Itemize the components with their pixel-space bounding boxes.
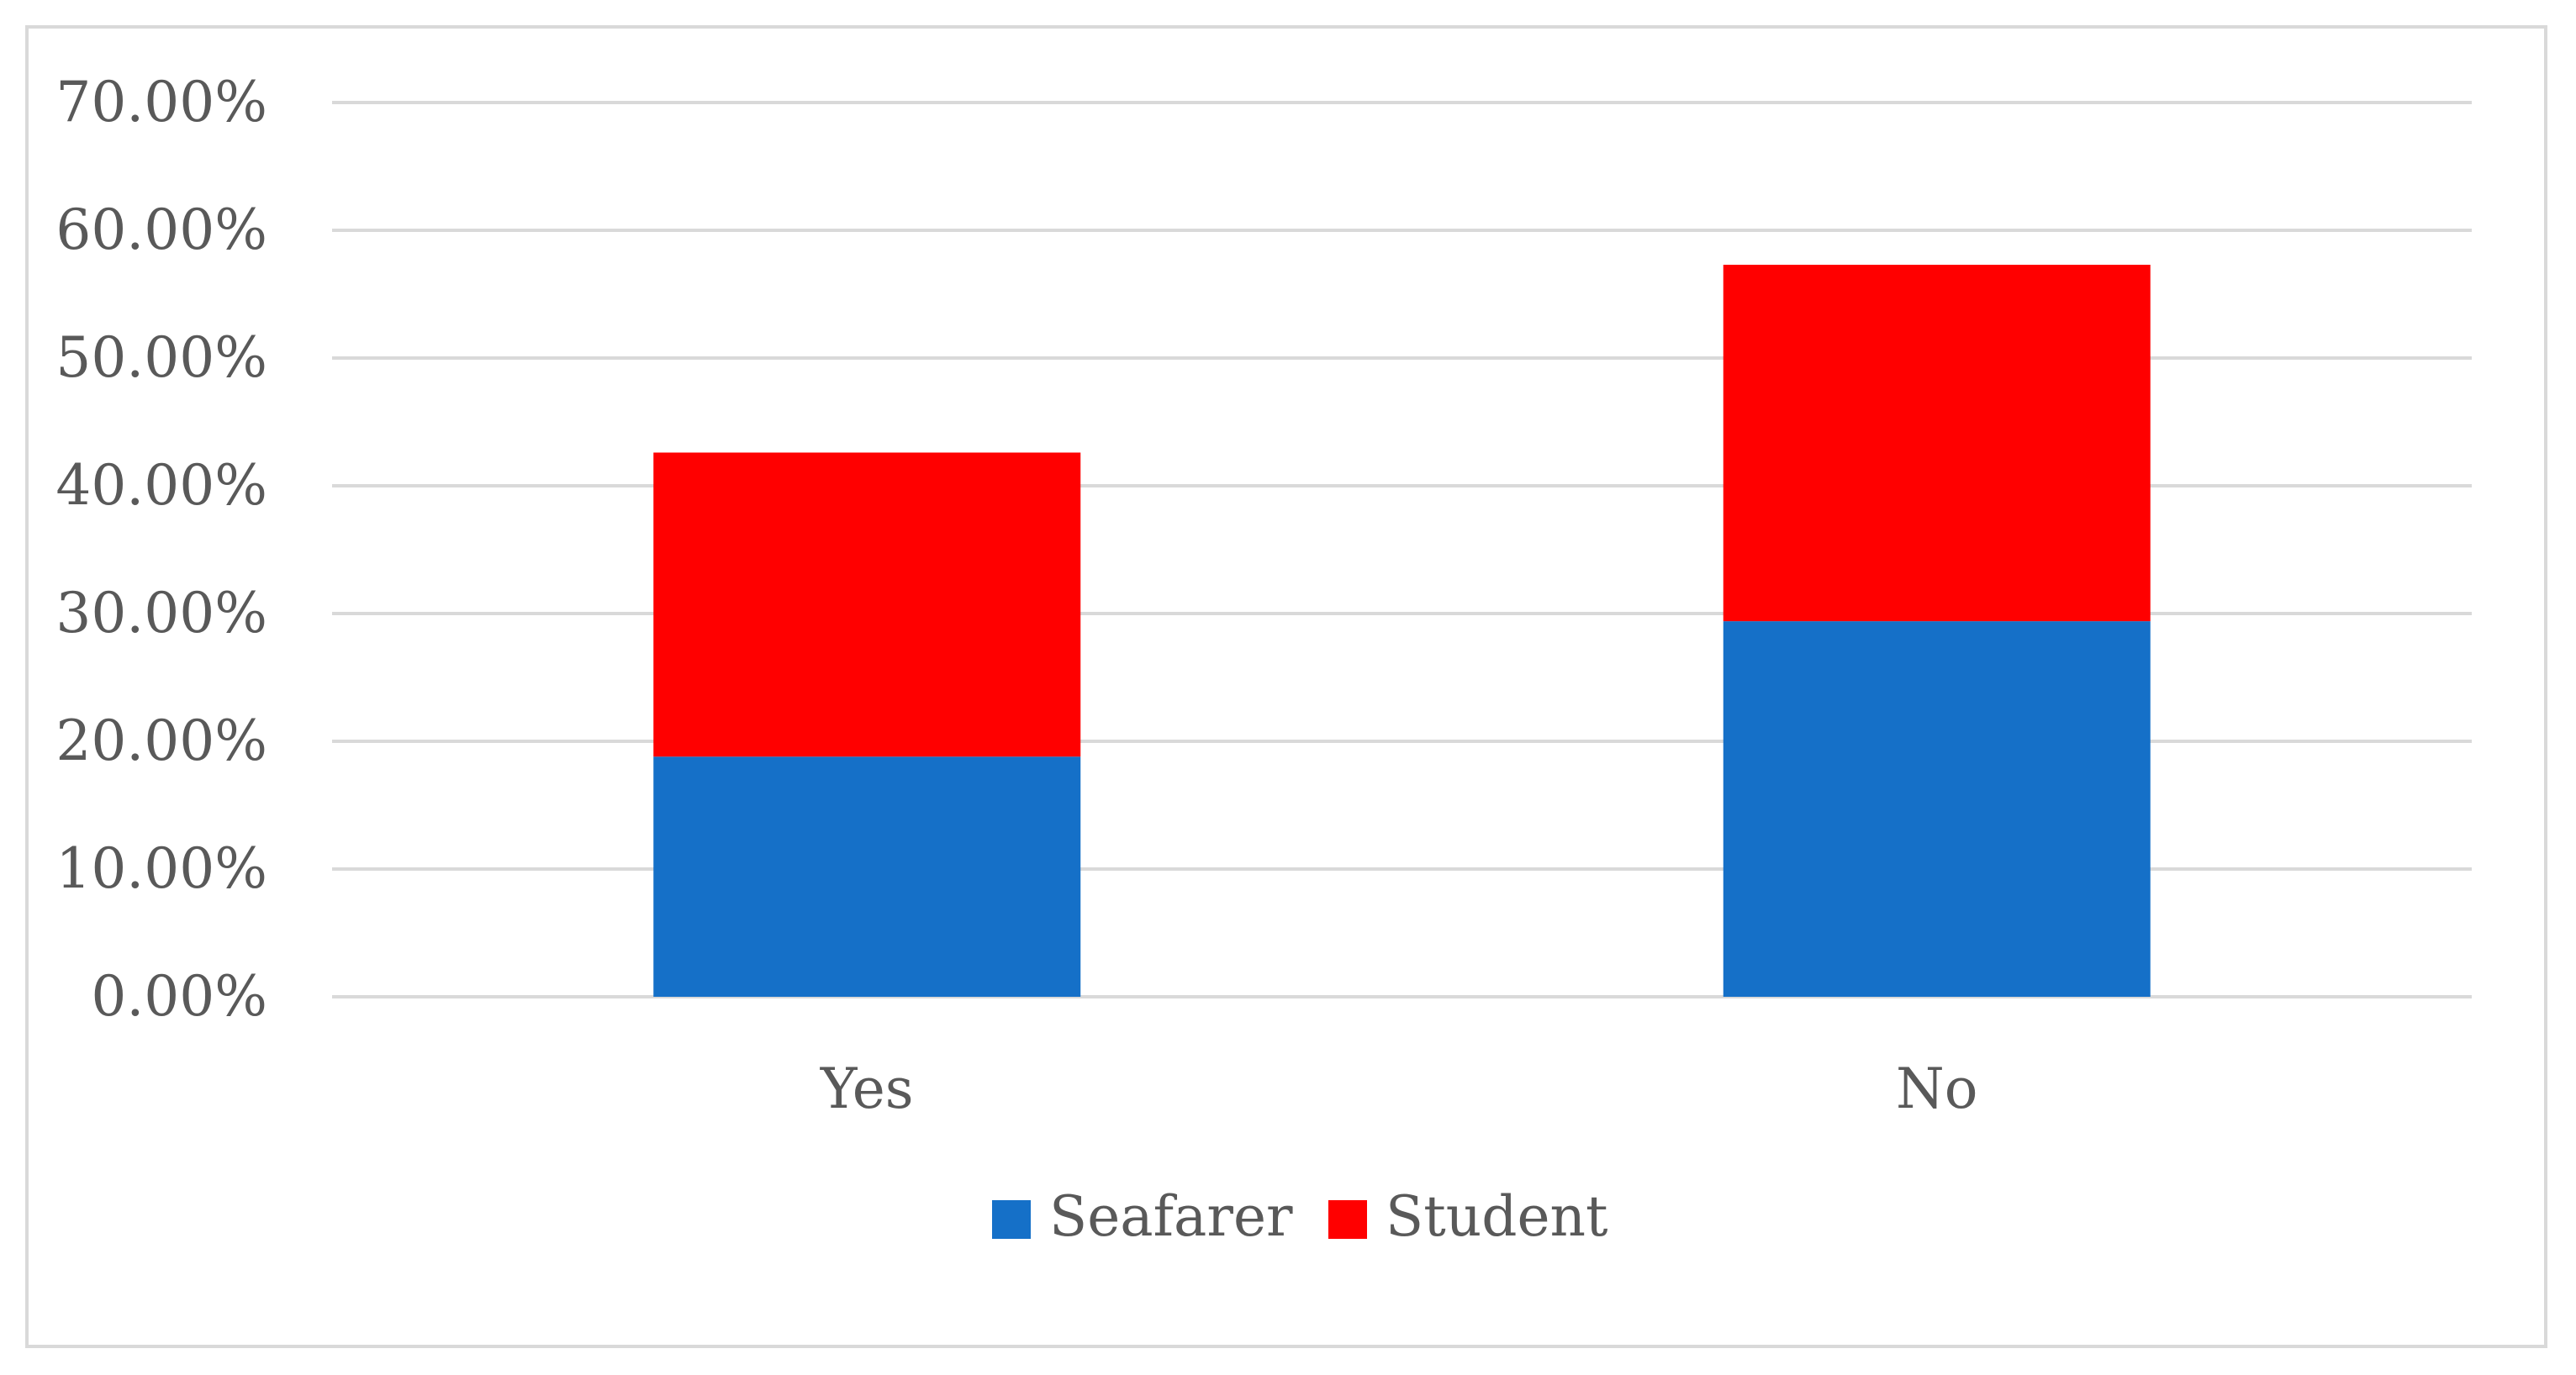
gridlines — [332, 101, 2472, 998]
legend-label-student: Student — [1386, 1184, 1608, 1249]
y-tick-label: 40.00% — [55, 453, 267, 518]
y-tick-label: 0.00% — [91, 964, 267, 1029]
legend-label-seafarer: Seafarer — [1049, 1184, 1293, 1249]
legend: Seafarer Student — [992, 1184, 1608, 1249]
bar-seafarer-no — [1723, 621, 2151, 997]
bar-seafarer-yes — [653, 756, 1081, 997]
x-tick-label: Yes — [820, 1056, 914, 1121]
y-tick-label: 20.00% — [55, 709, 267, 773]
y-tick-label: 30.00% — [55, 581, 267, 645]
y-tick-label: 70.00% — [55, 70, 267, 134]
bar-student-yes — [653, 452, 1081, 757]
legend-swatch-student — [1328, 1200, 1367, 1239]
y-axis-ticks: 0.00% 10.00% 20.00% 30.00% 40.00% 50.00% 60.00… — [55, 70, 267, 1029]
legend-swatch-seafarer — [992, 1200, 1031, 1239]
y-tick-label: 10.00% — [55, 836, 267, 901]
x-tick-label: No — [1896, 1056, 1978, 1121]
y-tick-label: 60.00% — [55, 198, 267, 262]
bar-student-no — [1723, 265, 2151, 622]
bars — [653, 265, 2151, 997]
y-tick-label: 50.00% — [55, 325, 267, 390]
x-axis-ticks: Yes No — [820, 1056, 1978, 1121]
